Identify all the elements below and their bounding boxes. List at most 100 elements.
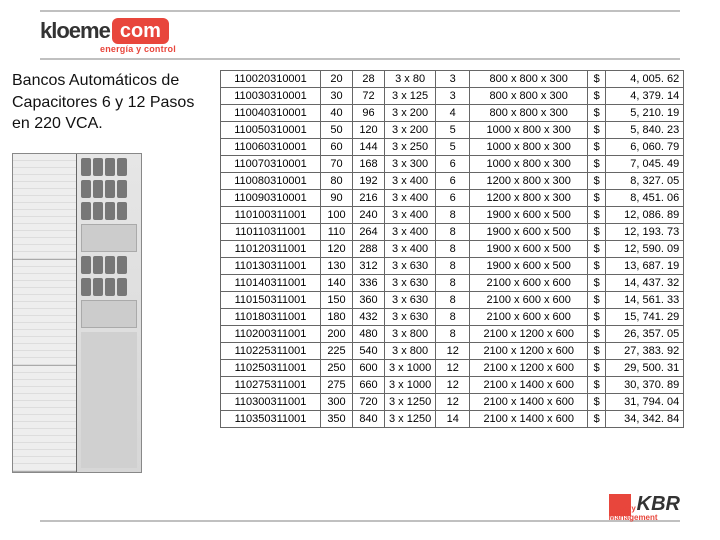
cell-dims: 1900 x 600 x 500 [470,258,588,275]
cell-currency: $ [588,207,606,224]
cell-price: 12, 193. 73 [606,224,684,241]
cell-dims: 2100 x 1400 x 600 [470,394,588,411]
header: kloeme com energía y control [0,0,720,60]
table-row: 1101003110011002403 x 40081900 x 600 x 5… [221,207,684,224]
cell-dims: 2100 x 1400 x 600 [470,377,588,394]
cell-dims: 1000 x 800 x 300 [470,122,588,139]
cell-price: 12, 590. 09 [606,241,684,258]
cell-price: 15, 741. 29 [606,309,684,326]
cell-price: 8, 451. 06 [606,190,684,207]
brand-name-right: com [112,18,169,44]
cell-code: 110225311001 [221,343,321,360]
cell-fuse: 3 x 630 [385,309,436,326]
cell-code: 110030310001 [221,88,321,105]
cell-amps: 660 [353,377,385,394]
cell-price: 29, 500. 31 [606,360,684,377]
cell-kvar: 20 [321,71,353,88]
page-title: Bancos Automáticos de Capacitores 6 y 12… [12,70,212,135]
brand-logo: kloeme com [40,18,169,44]
cell-currency: $ [588,326,606,343]
cell-fuse: 3 x 80 [385,71,436,88]
cell-steps: 3 [436,88,470,105]
cell-code: 110200311001 [221,326,321,343]
cell-price: 6, 060. 79 [606,139,684,156]
cell-price: 14, 561. 33 [606,292,684,309]
cell-price: 5, 210. 19 [606,105,684,122]
cell-price: 8, 327. 05 [606,173,684,190]
table-row: 1101803110011804323 x 63082100 x 600 x 6… [221,309,684,326]
cell-steps: 8 [436,309,470,326]
footer-brand: KBR Energy Management [609,493,680,516]
cell-code: 110070310001 [221,156,321,173]
cell-steps: 14 [436,411,470,428]
cell-kvar: 130 [321,258,353,275]
cell-fuse: 3 x 125 [385,88,436,105]
cell-steps: 12 [436,360,470,377]
cell-currency: $ [588,190,606,207]
cell-currency: $ [588,241,606,258]
cell-amps: 720 [353,394,385,411]
cell-kvar: 70 [321,156,353,173]
top-rule [40,10,680,12]
cell-dims: 1200 x 800 x 300 [470,190,588,207]
cell-amps: 144 [353,139,385,156]
cell-code: 110020310001 [221,71,321,88]
cell-kvar: 140 [321,275,353,292]
table-row: 1102753110012756603 x 1000122100 x 1400 … [221,377,684,394]
footer: KBR Energy Management [40,520,680,522]
cell-price: 30, 370. 89 [606,377,684,394]
cell-steps: 8 [436,258,470,275]
cell-kvar: 200 [321,326,353,343]
cell-fuse: 3 x 1250 [385,394,436,411]
cell-dims: 800 x 800 x 300 [470,88,588,105]
cell-steps: 12 [436,377,470,394]
cell-amps: 216 [353,190,385,207]
cell-code: 110100311001 [221,207,321,224]
cell-kvar: 275 [321,377,353,394]
cell-amps: 288 [353,241,385,258]
cell-kvar: 100 [321,207,353,224]
cell-code: 110150311001 [221,292,321,309]
cell-steps: 8 [436,275,470,292]
cell-code: 110130311001 [221,258,321,275]
cell-currency: $ [588,105,606,122]
cell-code: 110140311001 [221,275,321,292]
cell-steps: 8 [436,224,470,241]
cell-amps: 96 [353,105,385,122]
cell-steps: 6 [436,156,470,173]
table-row: 110080310001801923 x 40061200 x 800 x 30… [221,173,684,190]
cell-amps: 192 [353,173,385,190]
table-row: 1102503110012506003 x 1000122100 x 1200 … [221,360,684,377]
brand-name-left: kloeme [40,18,110,44]
cell-kvar: 90 [321,190,353,207]
cell-kvar: 110 [321,224,353,241]
cell-dims: 2100 x 1200 x 600 [470,326,588,343]
cell-amps: 600 [353,360,385,377]
cell-amps: 432 [353,309,385,326]
cell-fuse: 3 x 400 [385,173,436,190]
cell-fuse: 3 x 400 [385,190,436,207]
cell-dims: 1000 x 800 x 300 [470,156,588,173]
cell-price: 27, 383. 92 [606,343,684,360]
brand-tagline: energía y control [100,44,176,54]
cell-currency: $ [588,394,606,411]
cell-dims: 2100 x 600 x 600 [470,309,588,326]
cell-steps: 6 [436,190,470,207]
cell-steps: 3 [436,71,470,88]
cell-code: 110120311001 [221,241,321,258]
cell-code: 110250311001 [221,360,321,377]
cell-fuse: 3 x 630 [385,258,436,275]
cell-price: 5, 840. 23 [606,122,684,139]
table-row: 1102003110012004803 x 80082100 x 1200 x … [221,326,684,343]
cell-kvar: 40 [321,105,353,122]
footer-rule [40,520,680,522]
cell-currency: $ [588,309,606,326]
cell-dims: 2100 x 1400 x 600 [470,411,588,428]
table-row: 11002031000120283 x 803800 x 800 x 300$4… [221,71,684,88]
cell-dims: 1900 x 600 x 500 [470,207,588,224]
cabinet-image [12,153,142,473]
cell-dims: 800 x 800 x 300 [470,71,588,88]
cell-amps: 360 [353,292,385,309]
cell-fuse: 3 x 300 [385,156,436,173]
cell-price: 26, 357. 05 [606,326,684,343]
